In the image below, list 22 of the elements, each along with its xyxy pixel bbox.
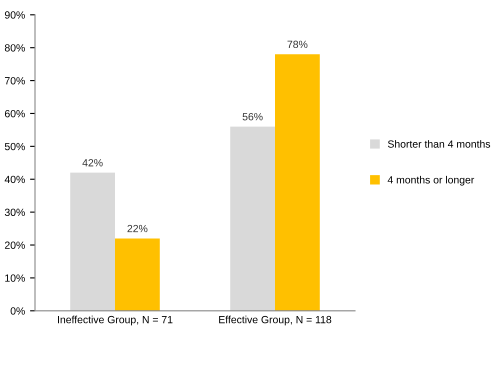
x-tick-label: Ineffective Group, N = 71: [58, 316, 172, 326]
y-tick-label: 70%: [4, 77, 25, 84]
y-tick-label: 30%: [4, 208, 25, 216]
data-label: 22%: [128, 224, 148, 232]
x-tick-label: Effective Group, N = 118: [219, 316, 332, 326]
legend-label: Shorter than 4 months: [388, 140, 490, 148]
y-tick-label: 40%: [4, 176, 25, 184]
legend-label: 4 months or longer: [388, 176, 474, 186]
bar: [115, 238, 160, 311]
y-tick-label: 10%: [5, 274, 25, 282]
data-label: 56%: [242, 113, 263, 120]
y-tick-label: 0%: [10, 307, 25, 315]
bar: [70, 172, 115, 311]
y-tick-label: 80%: [4, 44, 25, 52]
bar: [275, 54, 320, 311]
bar: [230, 126, 275, 311]
data-label: 78%: [288, 40, 308, 48]
y-tick-label: 60%: [4, 110, 25, 118]
y-tick-label: 90%: [4, 11, 25, 19]
data-label: 42%: [82, 159, 103, 166]
y-tick-label: 20%: [4, 242, 25, 249]
y-tick-label: 50%: [4, 142, 25, 150]
